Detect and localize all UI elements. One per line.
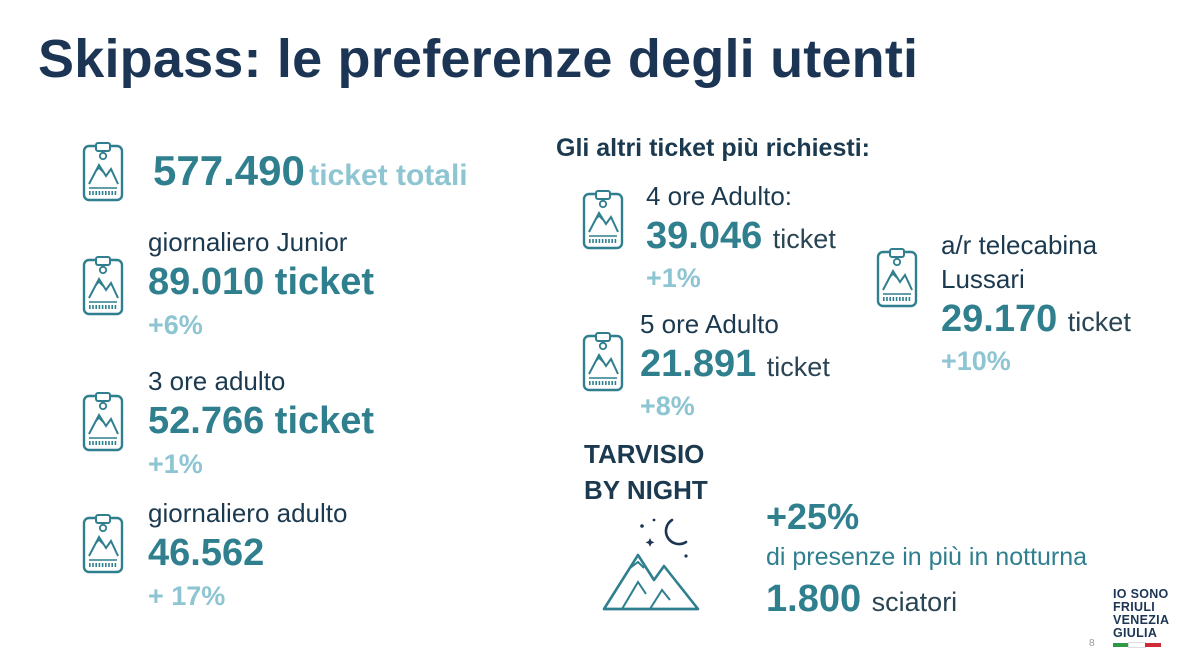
total-unit: ticket totali <box>309 159 468 192</box>
stat-number: 29.170 <box>941 298 1058 340</box>
logo-line4: GIULIA <box>1113 626 1158 640</box>
stat-number: 52.766 <box>148 400 265 442</box>
skipass-ticket-icon <box>82 142 124 202</box>
other-tickets-heading: Gli altri ticket più richiesti: <box>556 134 870 162</box>
logo-line1: IO SONO <box>1113 587 1169 601</box>
stat-5ore: 5 ore Adulto 21.891 ticket +8% <box>640 309 830 422</box>
stat-label: 4 ore Adulto: <box>646 181 792 211</box>
stat-unit: ticket <box>274 400 375 442</box>
skipass-ticket-icon <box>82 392 124 452</box>
night-stats: +25% di presenze in più in notturna 1.80… <box>766 496 1087 623</box>
skipass-ticket-icon <box>876 248 918 308</box>
night-skiers-value: 1.800 <box>766 578 862 620</box>
stat-change: +6% <box>148 310 203 340</box>
page-title: Skipass: le preferenze degli utenti <box>38 29 919 89</box>
logo: IO SONO FRIULI VENEZIA GIULIA <box>1113 587 1170 648</box>
night-title-line1: TARVISIO <box>584 439 705 469</box>
night-title: TARVISIO BY NIGHT <box>584 436 708 508</box>
night-skiers: 1.800 sciatori <box>766 578 1087 623</box>
stat-number: 21.891 <box>640 343 757 385</box>
skipass-ticket-icon <box>582 190 624 250</box>
stat-number: 39.046 <box>646 215 763 257</box>
logo-line2: FRIULI <box>1113 600 1156 614</box>
stat-value: 21.891 ticket <box>640 343 830 388</box>
stat-label-line1: a/r telecabina <box>941 230 1098 260</box>
night-description: di presenze in più in notturna <box>766 543 1088 571</box>
stat-unit: ticket <box>274 261 375 303</box>
stat-junior: giornaliero Junior 89.010 ticket +6% <box>148 227 374 341</box>
total-stat: 577.490 ticket totali <box>153 150 468 192</box>
stat-unit: ticket <box>772 224 836 254</box>
stat-value: 29.170 ticket <box>941 298 1131 343</box>
stat-label: giornaliero Junior <box>148 227 348 257</box>
night-title-line2: BY NIGHT <box>584 475 708 505</box>
night-percent: +25% <box>766 496 860 537</box>
stat-change: +10% <box>941 346 1011 376</box>
skipass-ticket-icon <box>82 514 124 574</box>
stat-change: +1% <box>646 263 701 293</box>
stat-number: 46.562 <box>148 532 265 574</box>
stat-value: 52.766 ticket <box>148 400 374 442</box>
stat-unit: ticket <box>766 352 830 382</box>
stat-label: giornaliero adulto <box>148 498 348 528</box>
logo-line3: VENEZIA <box>1113 613 1170 627</box>
stat-change: +8% <box>640 391 695 421</box>
stat-value: 39.046 ticket <box>646 215 836 260</box>
stat-value: 89.010 ticket <box>148 261 374 303</box>
stat-telecabina: a/r telecabina Lussari 29.170 ticket +10… <box>941 230 1131 377</box>
page-number: 8 <box>1089 638 1095 649</box>
night-skiers-unit: sciatori <box>871 587 958 617</box>
night-mountain-icon <box>598 512 704 612</box>
stat-label: 3 ore adulto <box>148 366 286 396</box>
stat-change: +1% <box>148 449 203 479</box>
stat-4ore: 4 ore Adulto: 39.046 ticket +1% <box>646 181 836 294</box>
stat-label-line2: Lussari <box>941 264 1025 294</box>
stat-3ore: 3 ore adulto 52.766 ticket +1% <box>148 366 374 480</box>
stat-number: 89.010 <box>148 261 265 303</box>
total-value: 577.490 <box>153 147 305 194</box>
stat-giornaliero-adulto: giornaliero adulto 46.562 + 17% <box>148 498 347 612</box>
stat-label: 5 ore Adulto <box>640 309 779 339</box>
stat-unit: ticket <box>1067 307 1131 337</box>
stat-change: + 17% <box>148 581 226 611</box>
skipass-ticket-icon <box>82 256 124 316</box>
skipass-ticket-icon <box>582 332 624 392</box>
italian-flag-icon <box>1113 642 1161 648</box>
